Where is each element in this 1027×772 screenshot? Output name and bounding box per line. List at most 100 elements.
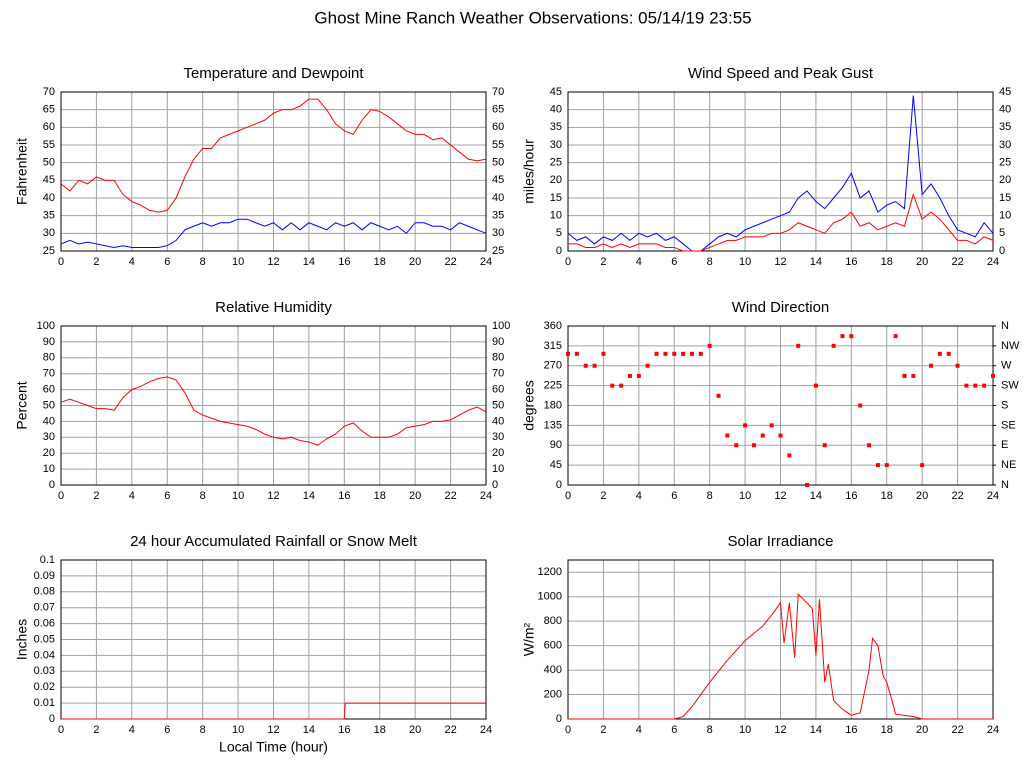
y-tick-label: 0	[556, 245, 562, 257]
data-point	[813, 383, 818, 388]
x-tick-label: 6	[164, 256, 170, 268]
x-tick-label: 20	[916, 256, 928, 268]
y2-tick-label: 0	[492, 479, 498, 491]
x-tick-label: 12	[267, 490, 279, 502]
x-tick-label: 24	[987, 256, 999, 268]
data-point	[769, 423, 774, 428]
data-point	[619, 383, 624, 388]
x-axis-label: Local Time (hour)	[219, 739, 328, 755]
x-tick-label: 20	[409, 256, 421, 268]
x-tick-label: 22	[444, 256, 456, 268]
y2-tick-label: 30	[492, 227, 504, 239]
y-tick-label: 400	[544, 664, 562, 676]
y-tick-label: 20	[550, 174, 562, 186]
y-tick-label: 90	[550, 439, 562, 451]
y2-tick-label: S	[1001, 399, 1008, 411]
x-tick-label: 24	[987, 724, 999, 736]
y2-tick-label: 25	[999, 157, 1011, 169]
y2-tick-label: 40	[999, 104, 1011, 116]
y-tick-label: 55	[43, 139, 55, 151]
y2-tick-label: E	[1001, 439, 1008, 451]
y-tick-label: 65	[43, 104, 55, 116]
x-tick-label: 2	[600, 256, 606, 268]
data-point	[734, 443, 739, 448]
y-tick-label: 200	[544, 688, 562, 700]
data-point	[955, 363, 960, 368]
data-line	[60, 98, 487, 213]
x-tick-label: 4	[636, 490, 642, 502]
x-tick-label: 2	[93, 256, 99, 268]
x-tick-label: 10	[232, 490, 244, 502]
x-tick-label: 16	[338, 490, 350, 502]
y-tick-label: 0.08	[34, 586, 55, 598]
subplot-title: Solar Irradiance	[728, 533, 834, 550]
y2-tick-label: 30	[492, 431, 504, 443]
y-tick-label: 0.07	[34, 602, 55, 614]
y-tick-label: 15	[550, 192, 562, 204]
x-tick-label: 8	[200, 724, 206, 736]
x-tick-label: 8	[200, 490, 206, 502]
data-point	[902, 373, 907, 378]
plot-frame	[60, 91, 487, 252]
y-axis-label: W/m²	[521, 622, 537, 656]
x-tick-label: 2	[93, 724, 99, 736]
data-point	[875, 463, 880, 468]
y-tick-label: 30	[550, 139, 562, 151]
x-tick-label: 20	[409, 490, 421, 502]
y2-tick-label: 70	[492, 86, 504, 98]
y2-tick-label: 40	[492, 192, 504, 204]
data-point	[654, 351, 659, 356]
y-tick-label: 10	[43, 463, 55, 475]
x-tick-label: 14	[303, 490, 315, 502]
x-tick-label: 16	[845, 490, 857, 502]
data-point	[566, 351, 570, 356]
x-tick-label: 22	[951, 724, 963, 736]
y-tick-label: 60	[43, 384, 55, 396]
data-point	[725, 433, 730, 438]
data-point	[893, 334, 898, 339]
y-tick-label: 0	[49, 713, 55, 725]
y2-tick-label: 35	[492, 210, 504, 222]
data-point	[973, 383, 978, 388]
x-tick-label: 22	[951, 256, 963, 268]
y-tick-label: 600	[544, 640, 562, 652]
y-tick-label: 5	[556, 227, 562, 239]
x-tick-label: 10	[232, 724, 244, 736]
y2-tick-label: 70	[492, 368, 504, 380]
y-tick-label: 100	[37, 320, 55, 332]
x-tick-label: 20	[916, 490, 928, 502]
y-tick-label: 0	[556, 479, 562, 491]
x-tick-label: 6	[164, 490, 170, 502]
page-title: Ghost Mine Ranch Weather Observations: 0…	[314, 8, 751, 27]
x-tick-label: 14	[303, 256, 315, 268]
y-tick-label: 10	[550, 210, 562, 222]
x-tick-label: 8	[200, 256, 206, 268]
plot-frame	[567, 559, 994, 720]
data-point	[937, 351, 942, 356]
y-axis-label: degrees	[521, 380, 537, 431]
y2-tick-label: NW	[1001, 340, 1020, 352]
y-tick-label: 80	[43, 352, 55, 364]
data-point	[911, 373, 916, 378]
y-axis-label: miles/hour	[521, 139, 537, 204]
data-line	[61, 702, 486, 720]
data-point	[982, 383, 987, 388]
x-tick-label: 8	[707, 724, 713, 736]
x-tick-label: 4	[636, 256, 642, 268]
x-tick-label: 22	[444, 724, 456, 736]
y-tick-label: 70	[43, 86, 55, 98]
y-tick-label: 0.1	[40, 554, 55, 566]
x-tick-label: 18	[881, 724, 893, 736]
data-point	[796, 343, 801, 348]
y2-tick-label: 60	[492, 384, 504, 396]
y2-tick-label: N	[1001, 320, 1009, 332]
data-point	[743, 423, 748, 428]
y2-tick-label: 0	[999, 245, 1005, 257]
y2-tick-label: SE	[1001, 419, 1016, 431]
x-tick-label: 0	[565, 490, 571, 502]
x-tick-label: 12	[774, 724, 786, 736]
y-tick-label: 40	[43, 415, 55, 427]
y-tick-label: 45	[550, 459, 562, 471]
y-tick-label: 1000	[538, 591, 562, 603]
x-tick-label: 18	[374, 724, 386, 736]
